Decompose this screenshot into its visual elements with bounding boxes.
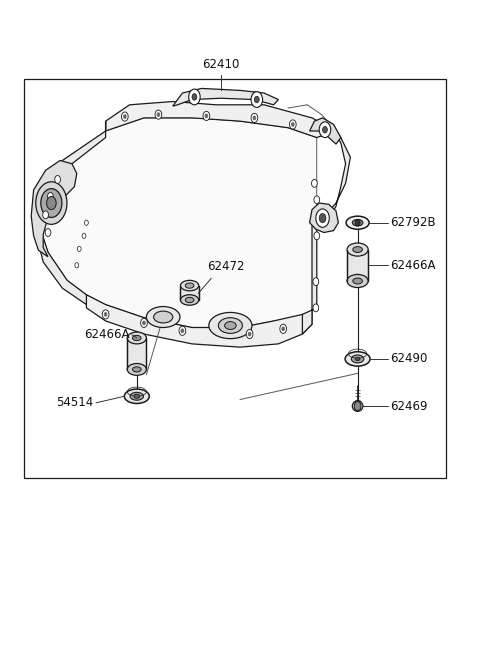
Circle shape bbox=[205, 114, 208, 118]
Circle shape bbox=[47, 196, 56, 210]
Circle shape bbox=[155, 110, 162, 119]
Circle shape bbox=[282, 327, 285, 331]
Circle shape bbox=[251, 113, 258, 122]
Circle shape bbox=[254, 96, 259, 103]
Circle shape bbox=[181, 329, 184, 333]
Ellipse shape bbox=[132, 335, 141, 341]
Bar bbox=[347, 250, 368, 281]
Ellipse shape bbox=[347, 243, 368, 256]
Circle shape bbox=[314, 196, 320, 204]
Ellipse shape bbox=[124, 389, 149, 403]
Circle shape bbox=[246, 329, 253, 339]
Circle shape bbox=[179, 326, 186, 335]
Circle shape bbox=[189, 89, 200, 105]
Text: 62490: 62490 bbox=[390, 352, 427, 365]
Bar bbox=[127, 338, 146, 369]
Circle shape bbox=[41, 189, 62, 217]
Polygon shape bbox=[34, 121, 106, 305]
Circle shape bbox=[75, 263, 79, 268]
Circle shape bbox=[316, 209, 329, 227]
Circle shape bbox=[291, 122, 294, 126]
Circle shape bbox=[123, 115, 126, 119]
Circle shape bbox=[355, 219, 360, 226]
Circle shape bbox=[82, 233, 86, 238]
Circle shape bbox=[280, 324, 287, 333]
Circle shape bbox=[314, 232, 320, 240]
Text: 62410: 62410 bbox=[202, 58, 240, 71]
Circle shape bbox=[354, 402, 361, 411]
Bar bbox=[24, 79, 446, 478]
Circle shape bbox=[104, 312, 107, 316]
Ellipse shape bbox=[127, 364, 146, 375]
Ellipse shape bbox=[180, 280, 199, 291]
Ellipse shape bbox=[154, 311, 173, 323]
Circle shape bbox=[323, 126, 327, 133]
Circle shape bbox=[251, 92, 263, 107]
Polygon shape bbox=[31, 160, 77, 257]
Circle shape bbox=[203, 111, 210, 121]
Circle shape bbox=[312, 179, 317, 187]
Circle shape bbox=[84, 220, 88, 225]
Bar bbox=[180, 286, 199, 300]
Polygon shape bbox=[310, 118, 341, 144]
Ellipse shape bbox=[146, 307, 180, 328]
Ellipse shape bbox=[180, 295, 199, 305]
Ellipse shape bbox=[353, 278, 362, 284]
Ellipse shape bbox=[351, 355, 364, 363]
Ellipse shape bbox=[36, 181, 67, 224]
Ellipse shape bbox=[355, 358, 360, 360]
Polygon shape bbox=[86, 295, 312, 347]
Circle shape bbox=[313, 278, 319, 286]
Polygon shape bbox=[302, 131, 350, 334]
Circle shape bbox=[253, 116, 256, 120]
Text: 54514: 54514 bbox=[56, 396, 94, 409]
Ellipse shape bbox=[346, 216, 369, 229]
Circle shape bbox=[48, 193, 53, 200]
Ellipse shape bbox=[352, 401, 363, 411]
Ellipse shape bbox=[185, 297, 194, 303]
Text: 62792B: 62792B bbox=[390, 216, 435, 229]
Circle shape bbox=[43, 211, 48, 219]
Circle shape bbox=[248, 332, 251, 336]
Circle shape bbox=[102, 310, 109, 319]
Polygon shape bbox=[310, 203, 338, 233]
Circle shape bbox=[157, 113, 160, 117]
Circle shape bbox=[319, 214, 326, 223]
Ellipse shape bbox=[347, 274, 368, 288]
Polygon shape bbox=[173, 88, 278, 106]
Circle shape bbox=[289, 120, 296, 129]
Polygon shape bbox=[106, 102, 336, 138]
Ellipse shape bbox=[127, 332, 146, 344]
Ellipse shape bbox=[134, 394, 140, 398]
Circle shape bbox=[77, 246, 81, 252]
Text: 62466A: 62466A bbox=[84, 328, 130, 341]
Circle shape bbox=[143, 321, 145, 325]
Text: 62466A: 62466A bbox=[390, 259, 435, 272]
Circle shape bbox=[55, 176, 60, 183]
Circle shape bbox=[319, 122, 331, 138]
Ellipse shape bbox=[345, 352, 370, 366]
Ellipse shape bbox=[218, 318, 242, 333]
Ellipse shape bbox=[209, 312, 252, 339]
Circle shape bbox=[313, 304, 319, 312]
Circle shape bbox=[192, 94, 197, 100]
Ellipse shape bbox=[353, 247, 362, 253]
Ellipse shape bbox=[225, 322, 236, 329]
Ellipse shape bbox=[352, 219, 363, 226]
Text: 62469: 62469 bbox=[390, 400, 427, 413]
Ellipse shape bbox=[185, 283, 194, 288]
Ellipse shape bbox=[130, 392, 144, 400]
Polygon shape bbox=[38, 118, 317, 328]
Circle shape bbox=[45, 229, 51, 236]
Circle shape bbox=[141, 318, 147, 328]
Ellipse shape bbox=[132, 367, 141, 372]
Circle shape bbox=[121, 112, 128, 121]
Text: 62472: 62472 bbox=[207, 260, 245, 273]
